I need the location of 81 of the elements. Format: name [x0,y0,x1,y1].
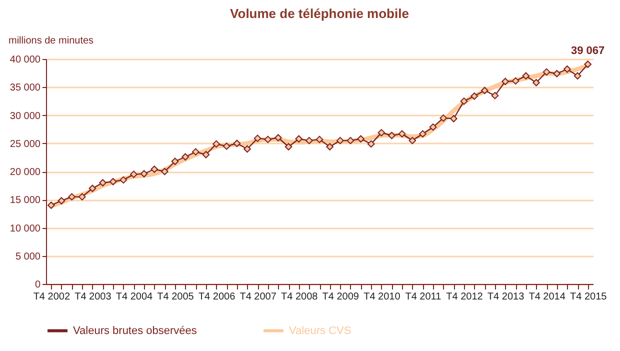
point [284,143,292,150]
x-tick-label: T4 2015 [570,292,608,302]
point [222,142,230,150]
x-tick-label: T4 2007 [240,292,277,302]
point [48,202,55,209]
legend-label: Valeurs CVS [289,324,352,337]
point [357,135,364,143]
point [460,98,468,105]
point [336,136,344,144]
point [564,65,571,73]
point [109,178,117,186]
point [440,114,448,122]
x-tick-label: T4 2006 [198,292,236,302]
y-tick-label: 5 000 [15,251,41,262]
point [182,153,189,161]
point [388,132,396,140]
x-tick-label: T4 2009 [322,292,360,302]
y-tick-label: 20 000 [10,167,41,178]
point [378,129,386,136]
x-tick-label: T4 2010 [364,292,401,302]
point [491,92,499,100]
y-tick-label: 40 000 [10,54,41,66]
point [254,134,262,142]
point [450,114,458,122]
point [120,176,128,184]
point [78,193,86,200]
point [470,92,478,100]
point [480,86,488,94]
y-tick-label: 25 000 [10,138,41,150]
point [295,135,303,143]
point [429,123,437,131]
point [326,143,334,150]
data-label: 39 067 [571,45,605,58]
chart-title: Volume de téléphonie mobile [230,6,409,21]
point [408,136,416,144]
x-tick-label: T4 2002 [33,292,70,302]
point [316,136,324,144]
point [584,60,592,68]
point [553,70,561,78]
point [212,140,220,148]
point [140,170,148,178]
point [512,77,520,85]
point [150,166,158,173]
legend-label: Valeurs brutes observées [73,324,198,337]
point [274,134,282,142]
x-tick-label: T4 2011 [405,292,442,302]
point [233,140,241,148]
point [88,184,96,192]
point [68,193,76,200]
point [346,136,354,144]
point [244,145,251,153]
y-tick-label: 10 000 [10,223,41,234]
point [398,130,406,138]
point [306,136,313,144]
point [161,168,168,176]
point [532,78,540,86]
y-tick-label: 35 000 [10,82,41,94]
y-tick-label: 30 000 [10,110,41,122]
x-tick-label: T4 2014 [528,292,566,302]
point [419,130,426,138]
point [574,72,582,80]
x-tick-label: T4 2013 [487,292,525,302]
y-tick-label: 0 [34,280,41,290]
point [99,179,106,186]
point [264,136,272,144]
x-tick-label: T4 2003 [74,292,112,302]
point [367,140,375,148]
x-tick-label: T4 2008 [281,292,318,302]
point [202,150,210,158]
point [171,158,179,166]
point [192,148,200,156]
y-axis-title: millions de minutes [8,36,94,46]
x-tick-label: T4 2012 [446,292,484,302]
y-tick-label: 15 000 [10,195,41,206]
point [522,72,530,80]
point [542,68,550,76]
x-tick-label: T4 2005 [157,292,194,302]
point [130,170,138,178]
point [58,197,66,204]
point [502,78,509,86]
x-tick-label: T4 2004 [116,292,154,302]
